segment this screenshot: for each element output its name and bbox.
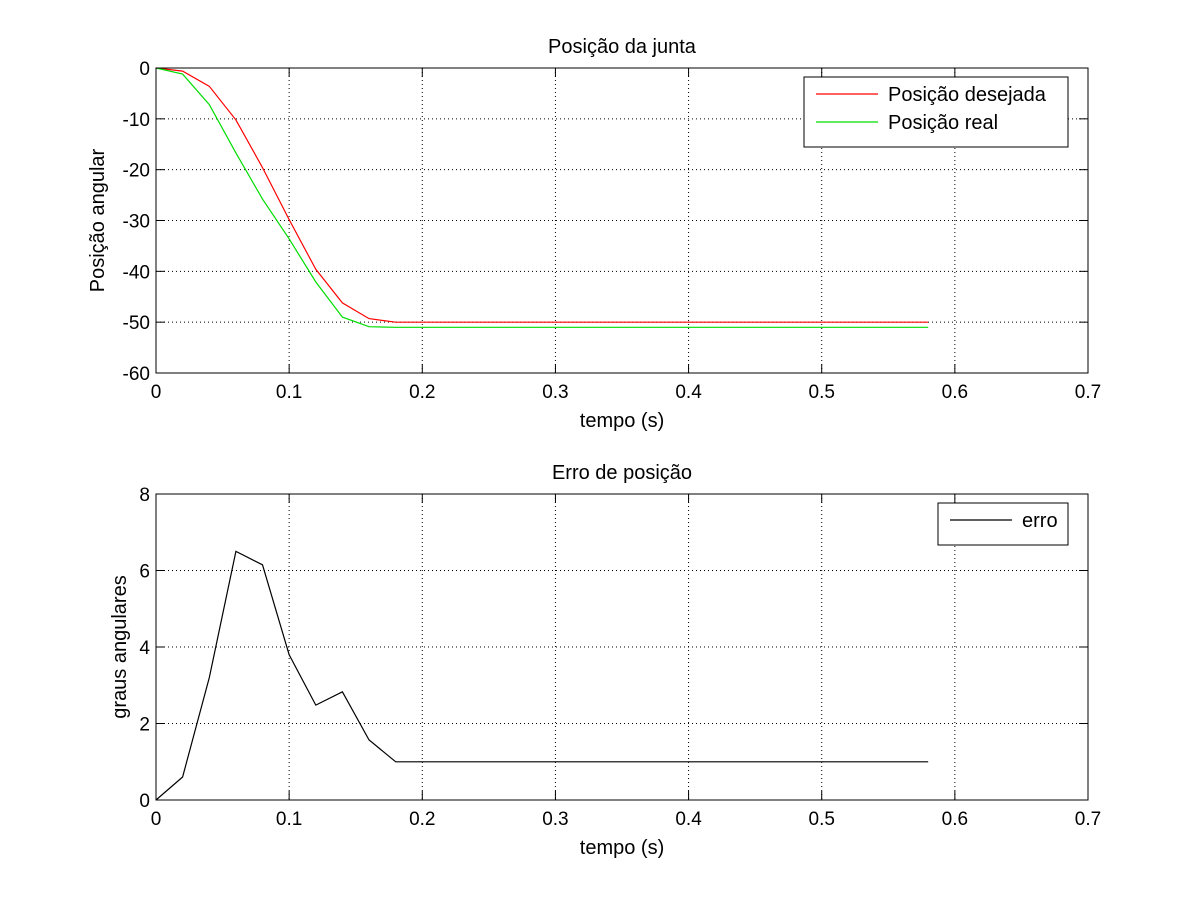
y-tick-label: -10 (123, 110, 150, 131)
x-tick-label: 0 (151, 809, 162, 830)
legend-label-1: erro (1022, 510, 1058, 532)
series-line-2 (155, 67, 929, 328)
axes-frame (155, 493, 1089, 801)
y-tick-label: 4 (139, 638, 150, 659)
x-tick-label: 0.3 (542, 809, 568, 830)
x-tick-label: 0.6 (942, 809, 968, 830)
x-tick-label: 0.1 (276, 382, 302, 403)
x-tick-label: 0 (151, 382, 162, 403)
x-tick-label: 0.3 (542, 382, 568, 403)
y-tick-label: 2 (139, 715, 150, 736)
x-axis-label: tempo (s) (580, 837, 664, 859)
x-tick-label: 0.7 (1075, 809, 1101, 830)
x-tick-label: 0.2 (409, 809, 435, 830)
series-line-1 (155, 67, 929, 323)
x-tick-label: 0.6 (942, 382, 968, 403)
chart-1: 0 0.1 0.2 0.3 0.4 0.5 0.6 0.7 0 -10 -20 -30 -40 -50 -6… (87, 36, 1101, 432)
y-tick-label: 0 (139, 59, 150, 80)
x-tick-label: 0.1 (276, 809, 302, 830)
legend-box (937, 502, 1069, 546)
chart-title: Erro de posição (552, 462, 692, 484)
y-tick-label: -40 (123, 262, 150, 283)
legend-box (803, 76, 1069, 148)
x-tick-label: 0.4 (675, 809, 702, 830)
series-line-1 (155, 550, 929, 801)
x-tick-label: 0.4 (675, 382, 702, 403)
x-tick-label: 0.5 (809, 809, 835, 830)
chart-title: Posição da junta (548, 36, 697, 58)
legend-label-1: Posição desejada (888, 84, 1047, 106)
y-axis-label: graus angulares (109, 575, 131, 718)
y-tick-label: 6 (139, 562, 150, 583)
chart-2: 0 0.1 0.2 0.3 0.4 0.5 0.6 0.7 0 2 4 6 8 Erro de posiç… (109, 462, 1101, 859)
x-tick-label: 0.5 (809, 382, 835, 403)
y-tick-label: -20 (123, 161, 150, 182)
x-tick-label: 0.7 (1075, 382, 1101, 403)
y-tick-label: -30 (123, 212, 150, 233)
x-axis-label: tempo (s) (580, 410, 664, 432)
y-tick-label: -60 (123, 364, 150, 385)
axes-frame (155, 67, 1089, 374)
legend: Posição desejada Posição real (803, 76, 1069, 148)
legend-label-2: Posição real (888, 112, 998, 134)
y-axis-label: Posição angular (87, 148, 109, 292)
y-tick-label: -50 (123, 313, 150, 334)
y-tick-label: 0 (139, 791, 150, 812)
x-tick-label: 0.2 (409, 382, 435, 403)
legend: erro (937, 502, 1069, 546)
y-tick-label: 8 (139, 485, 150, 506)
